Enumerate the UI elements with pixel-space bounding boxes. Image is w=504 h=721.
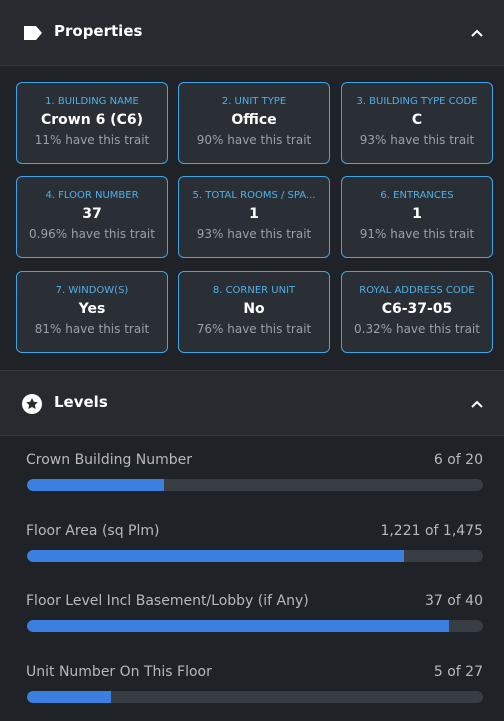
chevron-up[interactable] [470, 399, 484, 409]
trait-value: Office [231, 112, 277, 128]
trait-type: 8. CORNER UNIT [212, 285, 296, 296]
trait-type: ROYAL ADDRESS CODE [359, 285, 475, 296]
level-name: Floor Level Incl Basement/Lobby (if Any) [26, 593, 309, 610]
level-name: Floor Area (sq Plm) [26, 522, 160, 539]
trait-rarity: 93% have this trait [196, 227, 312, 241]
section-title: Properties [54, 22, 143, 40]
level-bar [27, 691, 112, 704]
level-track [27, 479, 483, 491]
trait-card: 4. FLOOR NUMBER 37 0.96% have this trait [16, 176, 168, 258]
level-name: Crown Building Number [26, 452, 193, 468]
trait-type: 7. WINDOW(S) [55, 285, 129, 296]
level-value: 37 of 40 [424, 593, 483, 610]
trait-card: 8. CORNER UNIT No 76% have this trait [178, 271, 330, 353]
level-bar [27, 479, 164, 491]
trait-type: 6. ENTRANCES [380, 190, 454, 201]
level-bar [27, 620, 449, 633]
trait-type: 2. UNIT TYPE [221, 96, 287, 107]
trait-type: 4. FLOOR NUMBER [45, 190, 139, 201]
trait-value: C6-37-05 [381, 301, 453, 317]
trait-value: Yes [78, 301, 106, 317]
level-track [27, 620, 483, 633]
trait-value: C [411, 112, 423, 128]
trait-rarity: 76% have this trait [196, 322, 312, 336]
trait-card: 6. ENTRANCES 1 91% have this trait [341, 176, 493, 258]
level-value: 1,221 of 1,475 [380, 522, 483, 539]
section-title: Levels [54, 393, 108, 411]
trait-card: 1. BUILDING NAME Crown 6 (C6) 11% have thi… [16, 82, 168, 164]
level-track [27, 549, 483, 562]
trait-card: ROYAL ADDRESS CODE C6-37-05 0.32% have thi… [341, 271, 493, 353]
trait-rarity: 91% have this trait [359, 227, 475, 241]
trait-type: 3. BUILDING TYPE CODE [356, 96, 478, 107]
trait-card: 3. BUILDING TYPE CODE C 93% have this trai… [341, 82, 493, 164]
trait-rarity: 81% have this trait [34, 322, 150, 336]
trait-type: 1. BUILDING NAME [45, 96, 139, 107]
level-bar [27, 549, 405, 562]
trait-rarity: 0.96% have this trait [29, 227, 155, 241]
trait-value: No [243, 301, 265, 317]
chevron-up[interactable] [470, 28, 484, 38]
trait-rarity: 93% have this trait [359, 133, 475, 147]
level-name: Unit Number On This Floor [26, 664, 212, 681]
trait-value: 1 [249, 206, 259, 222]
tag-icon [24, 26, 42, 40]
trait-type: 5. TOTAL ROOMS / SPA... [192, 190, 316, 201]
trait-rarity: 11% have this trait [34, 133, 150, 147]
level-track [27, 691, 483, 704]
level-value: 6 of 20 [433, 452, 483, 468]
trait-card: 2. UNIT TYPE Office 90% have this trait [178, 82, 330, 164]
star-icon [22, 394, 42, 414]
trait-card: 5. TOTAL ROOMS / SPA... 1 93% have this tr… [178, 176, 330, 258]
level-value: 5 of 27 [433, 664, 483, 681]
trait-value: 37 [82, 206, 102, 222]
trait-value: Crown 6 (C6) [41, 112, 143, 128]
trait-rarity: 0.32% have this trait [354, 322, 480, 336]
trait-value: 1 [412, 206, 422, 222]
trait-rarity: 90% have this trait [196, 133, 312, 147]
trait-card: 7. WINDOW(S) Yes 81% have this trait [16, 271, 168, 353]
levels-header[interactable]: Levels [0, 370, 504, 436]
properties-header[interactable]: Properties [0, 0, 504, 66]
